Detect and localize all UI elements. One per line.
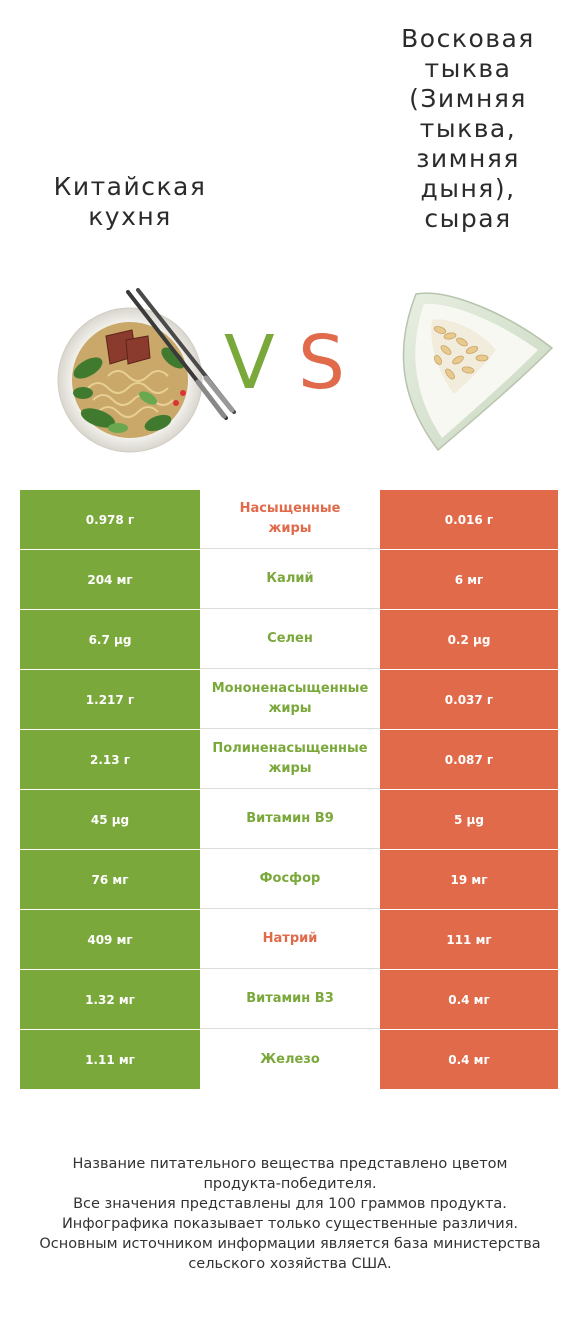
right-food-title: Восковая тыква (Зимняя тыква, зимняя дын… xyxy=(401,24,535,233)
right-value: 0.087 г xyxy=(380,730,558,789)
table-row: 45 µg Витамин B9 5 µg xyxy=(20,790,558,850)
left-value: 204 мг xyxy=(20,550,200,609)
left-value: 76 мг xyxy=(20,850,200,909)
right-value: 6 мг xyxy=(380,550,558,609)
right-value: 5 µg xyxy=(380,790,558,849)
right-value: 0.4 мг xyxy=(380,970,558,1029)
left-food-title: Китайская кухня xyxy=(53,172,207,231)
footer-line: сельского хозяйства США. xyxy=(188,1256,392,1272)
right-value: 0.4 мг xyxy=(380,1030,558,1089)
nutrient-name: Калий xyxy=(200,550,380,609)
footer-line: продукта-победителя. xyxy=(203,1176,377,1192)
left-value: 45 µg xyxy=(20,790,200,849)
right-value: 0.037 г xyxy=(380,670,558,729)
nutrient-name: Натрий xyxy=(200,910,380,969)
left-value: 1.217 г xyxy=(20,670,200,729)
left-value: 1.32 мг xyxy=(20,970,200,1029)
chinese-food-bowl-image xyxy=(57,288,236,453)
table-row: 204 мг Калий 6 мг xyxy=(20,550,558,610)
footer-line: Основным источником информации является … xyxy=(39,1236,541,1252)
left-value: 409 мг xyxy=(20,910,200,969)
comparison-table: 0.978 г Насыщенные жиры 0.016 г 204 мг Калий… xyxy=(20,490,558,1090)
left-value: 0.978 г xyxy=(20,490,200,549)
vs-letter-v: V xyxy=(224,320,275,406)
left-value: 6.7 µg xyxy=(20,610,200,669)
footer-notes: Название питательного вещества представл… xyxy=(20,1154,560,1274)
right-value: 111 мг xyxy=(380,910,558,969)
nutrient-name: Полиненасыщенные жиры xyxy=(200,730,380,789)
left-value: 1.11 мг xyxy=(20,1030,200,1089)
table-row: 409 мг Натрий 111 мг xyxy=(20,910,558,970)
footer-line: Название питательного вещества представл… xyxy=(72,1156,508,1172)
vs-letter-s: S xyxy=(298,320,345,406)
right-value: 0.2 µg xyxy=(380,610,558,669)
footer-line: Все значения представлены для 100 граммо… xyxy=(73,1196,507,1212)
nutrient-name: Насыщенные жиры xyxy=(200,490,380,549)
table-row: 0.978 г Насыщенные жиры 0.016 г xyxy=(20,490,558,550)
table-row: 1.217 г Мононенасыщенные жиры 0.037 г xyxy=(20,670,558,730)
table-row: 1.32 мг Витамин B3 0.4 мг xyxy=(20,970,558,1030)
footer-line: Инфографика показывает только существенн… xyxy=(61,1216,519,1232)
right-value: 0.016 г xyxy=(380,490,558,549)
wax-gourd-image xyxy=(402,292,554,452)
table-row: 2.13 г Полиненасыщенные жиры 0.087 г xyxy=(20,730,558,790)
table-row: 6.7 µg Селен 0.2 µg xyxy=(20,610,558,670)
table-row: 1.11 мг Железо 0.4 мг xyxy=(20,1030,558,1090)
right-value: 19 мг xyxy=(380,850,558,909)
nutrient-name: Мононенасыщенные жиры xyxy=(200,670,380,729)
nutrient-name: Витамин B9 xyxy=(200,790,380,849)
nutrient-name: Фосфор xyxy=(200,850,380,909)
left-value: 2.13 г xyxy=(20,730,200,789)
nutrient-name: Селен xyxy=(200,610,380,669)
nutrient-name: Железо xyxy=(260,1051,320,1067)
nutrient-name: Витамин B3 xyxy=(200,970,380,1029)
table-row: 76 мг Фосфор 19 мг xyxy=(20,850,558,910)
